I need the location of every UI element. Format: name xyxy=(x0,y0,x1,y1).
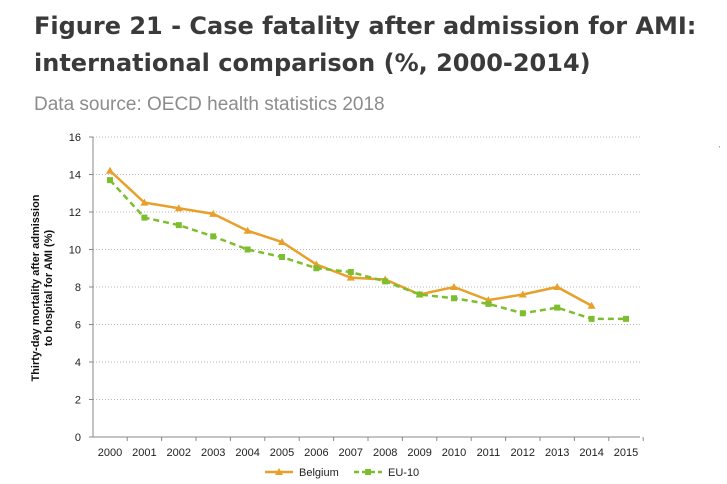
data-source-caption: Data source: OECD health statistics 2018 xyxy=(34,94,385,115)
data-point-eu-10 xyxy=(244,246,251,253)
x-tick-label: 2014 xyxy=(579,447,603,459)
y-tick-label: 14 xyxy=(69,170,81,182)
data-point-eu-10 xyxy=(451,295,457,302)
x-tick-label: 2013 xyxy=(545,447,569,459)
data-point-belgium xyxy=(106,166,114,174)
y-tick-label: 16 xyxy=(69,132,81,144)
data-point-eu-10 xyxy=(554,304,561,311)
legend-label: EU-10 xyxy=(388,467,419,479)
y-tick-label: 6 xyxy=(75,320,81,332)
data-point-belgium xyxy=(278,238,286,245)
data-point-eu-10 xyxy=(623,315,629,322)
data-point-belgium xyxy=(346,273,355,281)
edge-mark: ' xyxy=(719,146,721,153)
data-point-eu-10 xyxy=(313,265,320,272)
y-axis-label-line: to hospital for AMI (%) xyxy=(43,230,55,347)
x-tick-label: 2015 xyxy=(614,447,638,459)
y-tick-label: 12 xyxy=(69,207,81,219)
data-point-eu-10 xyxy=(347,269,354,275)
x-tick-label: 2006 xyxy=(304,447,328,459)
x-tick-label: 2012 xyxy=(511,447,535,459)
x-tick-labels: 2000 2001 2002 2003 2004 2005 2006 2007 2008 2009… xyxy=(98,437,644,459)
y-tick-label: 4 xyxy=(75,357,81,369)
data-point-eu-10 xyxy=(210,233,217,240)
x-tick-label: 2000 xyxy=(98,447,122,459)
data-point-eu-10 xyxy=(279,254,285,260)
legend: Belgium EU-10 xyxy=(265,467,419,479)
data-point-eu-10 xyxy=(588,315,595,322)
data-point-eu-10 xyxy=(107,177,113,184)
x-tick-label: 2009 xyxy=(407,447,431,459)
x-tick-label: 2002 xyxy=(167,447,191,459)
series-line-belgium xyxy=(109,169,593,307)
data-point-belgium xyxy=(174,204,183,212)
x-tick-label: 2005 xyxy=(270,447,294,459)
x-tick-label: 2007 xyxy=(339,447,363,459)
data-point-eu-10 xyxy=(519,310,526,317)
data-point-eu-10 xyxy=(175,222,182,229)
data-point-belgium xyxy=(243,226,252,234)
data-point-belgium xyxy=(209,209,218,217)
figure-title: Figure 21 - Case fatality after admissio… xyxy=(34,12,697,77)
x-tick-label: 2003 xyxy=(201,447,225,459)
legend-swatch-marker xyxy=(365,469,371,475)
y-tick-label: 0 xyxy=(75,432,81,444)
data-point-belgium xyxy=(450,283,458,290)
x-tick-label: 2001 xyxy=(132,447,156,459)
gridlines xyxy=(93,136,640,400)
x-tick-label: 2008 xyxy=(373,447,397,459)
y-tick-label: 10 xyxy=(69,245,81,257)
y-tick-label: 2 xyxy=(75,395,81,407)
data-point-eu-10 xyxy=(382,278,389,285)
y-tick-label: 8 xyxy=(75,282,81,294)
legend-swatch-marker xyxy=(275,468,283,475)
data-point-eu-10 xyxy=(485,300,492,307)
y-tick-labels: 0 2 4 6 8 10 12 14 16 xyxy=(69,132,93,444)
series-group xyxy=(106,166,629,322)
legend-label: Belgium xyxy=(299,467,339,479)
data-point-belgium xyxy=(553,283,562,290)
y-axis-label-line: Thirty-day mortality after admission xyxy=(30,194,42,381)
series-line-eu-10 xyxy=(109,179,626,321)
y-axis-label: Thirty-day mortality after admissionto h… xyxy=(30,194,55,381)
data-point-eu-10 xyxy=(141,214,148,221)
x-tick-label: 2004 xyxy=(235,447,259,459)
data-point-belgium xyxy=(518,290,527,298)
x-tick-label: 2011 xyxy=(477,447,501,459)
data-point-belgium xyxy=(140,198,149,206)
data-point-eu-10 xyxy=(416,291,423,298)
x-tick-label: 2010 xyxy=(442,447,466,459)
data-point-belgium xyxy=(587,301,596,309)
